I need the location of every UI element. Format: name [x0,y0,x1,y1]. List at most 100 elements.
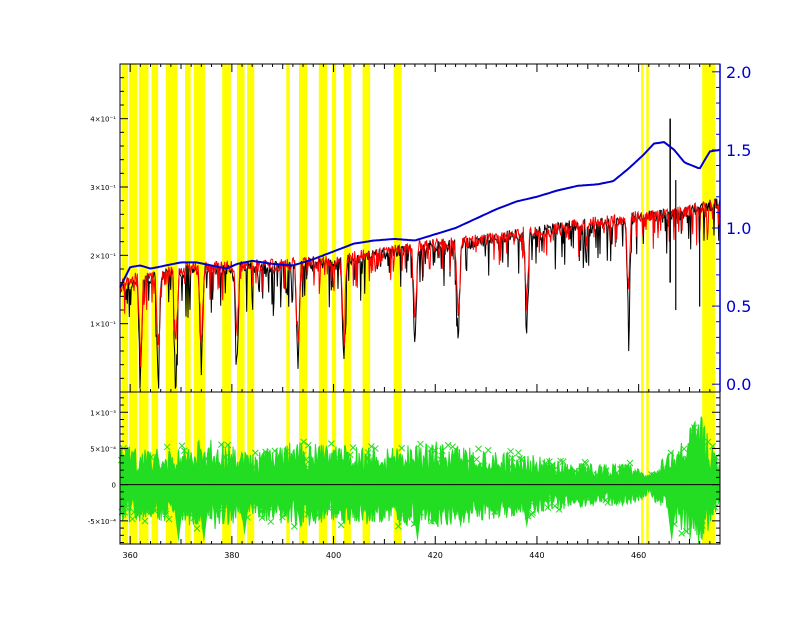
residual-marker [465,457,472,465]
residual-marker [465,478,473,486]
residual-marker [678,529,686,537]
residual-marker [269,504,277,511]
residual-marker [555,506,563,513]
residual-marker [371,445,379,452]
residual-marker [162,508,169,515]
residual-marker [165,515,173,523]
residual-marker [528,511,536,518]
residual-marker [405,466,412,474]
x-tick-label: 420 [428,551,443,560]
residual-marker [121,508,129,516]
residual-marker [480,462,487,470]
right-y-tick-label: 0.5 [726,297,751,316]
axes: 360 380 400 420 440 460 1×10⁻¹ 2×10⁻¹ 3×10⁻¹ 4×10… [88,63,752,560]
bottom-y-tick-label: 5×10⁻⁴ [90,445,116,453]
residual-marker [267,518,275,525]
residual-marker [413,467,420,475]
residual-marker [349,444,357,451]
residual-marker [117,456,125,464]
residual-marker [667,467,675,475]
y-tick-label: 2×10⁻¹ [90,252,116,260]
residual-marker [224,441,232,449]
residual-marker [258,457,266,464]
residual-marker [559,458,567,466]
residual-dip-1 [196,484,211,543]
residual-marker [516,455,524,462]
x-tick-label: 380 [224,551,239,560]
right-y-tick-label: 1.5 [726,141,751,160]
residual-marker [452,453,460,461]
highlight-band-13 [332,64,337,544]
residual-marker [252,492,260,500]
highlight-band-4 [165,64,178,544]
residual-marker [435,487,443,495]
residual-marker [587,485,594,493]
residual-marker [319,480,326,487]
residual-marker [587,494,594,502]
residual-marker [225,495,232,502]
residual-marker [258,502,266,510]
residual-marker [544,504,552,511]
residual-marker [687,461,695,468]
residual-marker [481,481,489,489]
residual-marker [190,514,198,522]
highlight-band-17 [641,64,644,544]
highlight-band-16 [393,64,402,544]
residual-marker [493,466,501,473]
residual-marker [130,508,138,516]
residual-marker [262,448,269,456]
residual-marker [648,471,655,478]
residual-marker [667,449,675,457]
residual-marker [711,504,719,511]
residual-marker [321,466,329,473]
right-y-tick-label: 0.0 [726,375,751,394]
residual-marker [612,489,620,496]
residual-marker [328,440,335,447]
residual-marker [430,517,438,524]
highlight-band-10 [286,64,290,544]
residual-marker [593,471,601,479]
residual-marker [507,447,515,455]
y-tick-label: 1×10⁻¹ [90,321,116,329]
residual-marker [431,447,439,454]
residual-marker [368,443,375,450]
residual-marker [325,504,333,512]
residual-marker [381,504,389,512]
residual-marker [510,490,518,498]
residual-marker [572,467,579,475]
residual-marker [309,502,317,510]
residual-marker [491,466,499,474]
residual-marker [305,471,313,478]
residual-marker [547,496,555,503]
residual-marker [523,470,531,478]
residual-marker [541,460,549,467]
model-spectrum-line [119,199,721,367]
residual-marker [169,473,177,481]
residual-marker [363,455,371,463]
residual-dip-5 [410,484,425,543]
residual-marker [187,470,195,477]
residual-marker [141,517,149,525]
x-tick-label: 400 [326,551,341,560]
residual-marker [221,502,229,510]
right-y-tick-label: 1.0 [726,219,751,238]
residual-marker [387,457,395,464]
residual-marker [281,464,289,472]
residual-dip-0 [171,484,186,543]
residual-marker [402,471,410,479]
residual-marker [123,476,131,484]
residual-marker [613,488,621,495]
residual-marker [551,502,559,510]
residual-marker [258,514,266,521]
bottom-panel-frame [119,391,721,545]
residual-dip-8 [664,484,679,543]
residual-marker [325,463,333,471]
residual-marker [271,447,279,455]
residual-marker [437,456,444,463]
residual-marker [546,458,553,465]
residual-marker [378,485,385,493]
residual-marker [335,455,343,463]
residual-marker [230,487,238,495]
residual-marker [280,495,288,503]
